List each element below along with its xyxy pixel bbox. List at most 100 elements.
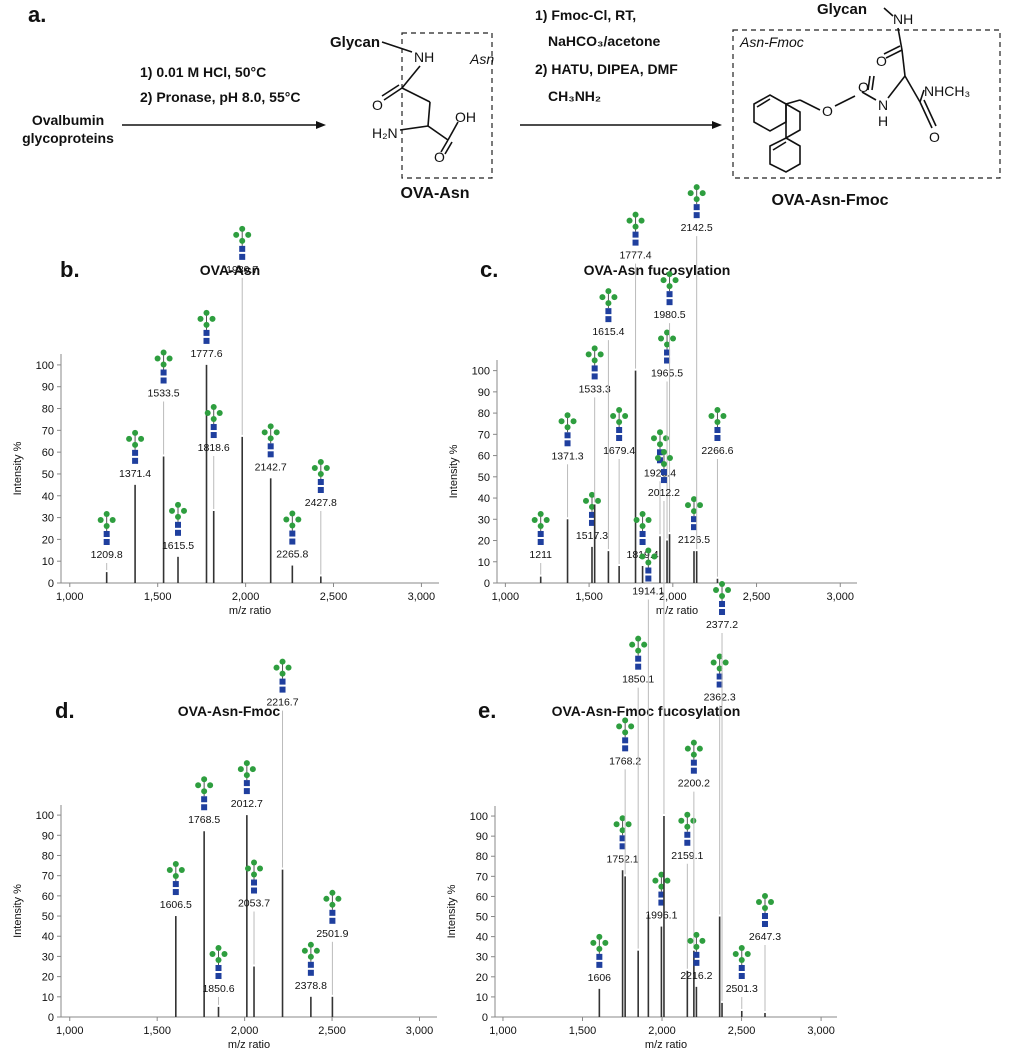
y-tick-label: 100: [470, 811, 488, 823]
glycan-icon: [656, 457, 663, 464]
substrate: Ovalbumin: [32, 112, 104, 128]
x-tick-label: 2,500: [320, 591, 348, 603]
glycan-icon: [531, 517, 538, 523]
glycan-icon: [311, 459, 330, 493]
glycan-icon: [175, 529, 182, 536]
condition: 1) Fmoc-Cl, RT,: [535, 7, 636, 23]
condition: CH₃NH₂: [548, 88, 601, 104]
x-tick-label: 1,000: [489, 1025, 517, 1037]
glycan-icon: [645, 559, 652, 566]
glycan-icon: [289, 522, 296, 529]
glycan-icon: [160, 361, 167, 368]
peak-label: 1752.1: [607, 853, 639, 865]
glycan-icon: [210, 416, 217, 423]
glycan-icon: [639, 553, 646, 560]
glycan-icon: [132, 449, 139, 456]
glycan-icon: [126, 429, 145, 464]
glycan-icon: [97, 511, 116, 545]
x-axis-label: m/z ratio: [229, 605, 271, 617]
atom: Glycan: [817, 1, 867, 18]
glycan-icon: [160, 377, 167, 384]
glycan-icon: [638, 217, 645, 224]
glycan-icon: [267, 435, 274, 442]
glycan-icon: [660, 469, 667, 476]
glycan-icon: [97, 517, 104, 523]
glycan-icon: [251, 859, 258, 866]
glycan-icon: [690, 496, 697, 503]
glycan-icon: [103, 511, 110, 517]
y-tick-label: 40: [42, 931, 54, 943]
glycan-icon: [215, 965, 222, 971]
glycan-icon: [204, 410, 211, 417]
peak-label: 1211: [529, 549, 552, 561]
glycan-icon: [558, 418, 565, 425]
glycan-icon: [632, 239, 639, 246]
x-tick-label: 1,500: [575, 591, 603, 603]
glycan-icon: [654, 455, 661, 462]
glycan-icon: [233, 231, 240, 238]
peak-label: 1965.5: [651, 368, 683, 380]
glycan-icon: [239, 245, 246, 252]
glycan-icon: [239, 253, 246, 260]
y-tick-label: 90: [476, 831, 488, 843]
y-tick-label: 20: [42, 972, 54, 984]
y-tick-label: 90: [42, 382, 54, 394]
glycan-icon: [329, 917, 336, 924]
compound-name: OVA-Asn-Fmoc: [771, 192, 888, 209]
y-tick-label: 40: [476, 932, 488, 944]
glycan-icon: [690, 751, 697, 758]
glycan-icon: [132, 429, 139, 436]
glycan-icon: [605, 300, 612, 307]
peak-label: 1768.5: [188, 814, 220, 826]
glycan-icon: [172, 873, 179, 880]
glycan-icon: [207, 782, 214, 789]
glycan-icon: [687, 931, 706, 966]
glycan-icon: [201, 788, 208, 795]
glycan-icon: [708, 413, 715, 419]
glycan-icon: [243, 780, 250, 787]
glycan-icon: [273, 658, 292, 693]
atom: O: [858, 79, 869, 95]
glycan-icon: [635, 663, 642, 670]
glycan-icon: [690, 739, 697, 746]
glycan-icon: [628, 723, 635, 730]
glycan-icon: [714, 407, 721, 413]
y-tick-label: 30: [478, 514, 490, 526]
glycan-icon: [317, 479, 324, 485]
glycan-icon: [201, 776, 208, 783]
glycan-icon: [693, 931, 700, 938]
glycan-icon: [215, 957, 222, 963]
x-tick-label: 1,000: [56, 591, 84, 603]
glycan-icon: [307, 969, 314, 976]
glycan-icon: [335, 895, 342, 902]
glycan-icon: [660, 271, 679, 306]
peak-label: 2142.7: [255, 461, 287, 473]
glycan-icon: [279, 658, 286, 665]
glycan-icon: [626, 211, 645, 246]
atom: N: [878, 97, 888, 113]
glycan-icon: [738, 945, 745, 951]
glycan-icon: [658, 871, 665, 878]
peak-label: 2159.1: [671, 850, 703, 862]
glycan-icon: [639, 547, 658, 582]
glycan-icon: [599, 294, 606, 301]
glycan-icon: [103, 539, 110, 545]
glycan-icon: [716, 681, 723, 688]
glycan-icon: [732, 945, 751, 979]
glycan-icon: [289, 510, 296, 517]
glycan-icon: [654, 449, 673, 484]
panel-label: e.: [478, 698, 496, 723]
glycan-icon: [616, 407, 623, 413]
glycan-icon: [582, 497, 589, 504]
peak-label: 2501.3: [726, 983, 758, 995]
glycan-icon: [172, 889, 179, 896]
glycan-icon: [209, 315, 216, 322]
panel-label: d.: [55, 698, 75, 723]
x-axis-label: m/z ratio: [656, 605, 698, 617]
glycan-icon: [558, 412, 577, 447]
glycan-icon: [209, 951, 216, 957]
peak-label: 2265.8: [276, 549, 308, 561]
glycan-icon: [605, 316, 612, 323]
atom: NHCH₃: [924, 83, 970, 99]
